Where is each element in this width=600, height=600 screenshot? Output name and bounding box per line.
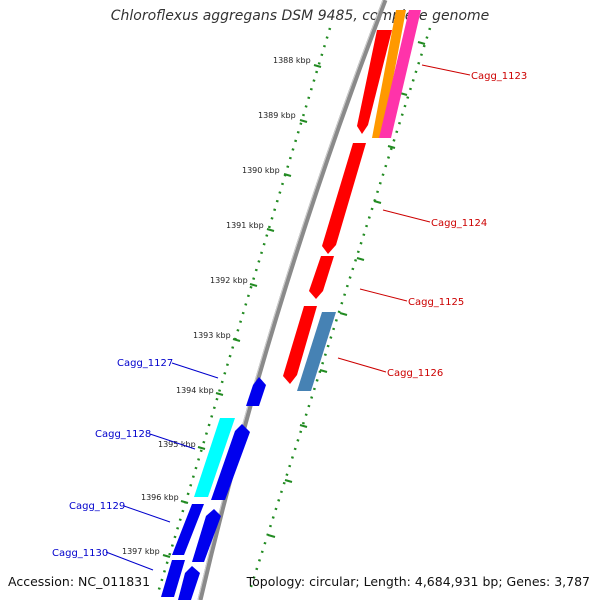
gene-cagg-1127-arrow[interactable] [246, 377, 266, 406]
tick-label-1392: 1392 kbp [210, 276, 248, 285]
right-major-ticks [267, 41, 426, 538]
tick-label-1397: 1397 kbp [122, 547, 160, 556]
left-label-leaders [105, 362, 219, 571]
gene-cagg-1128-arrow[interactable] [211, 424, 250, 500]
genome-backbone [197, 0, 388, 600]
gene-label-cagg-1126[interactable]: Cagg_1126 [387, 368, 443, 379]
gene-label-cagg-1130[interactable]: Cagg_1130 [52, 548, 108, 559]
gene-cagg-1123-arrow[interactable] [357, 30, 392, 134]
gene-cagg-1129-arrow[interactable] [172, 504, 204, 555]
gene-label-cagg-1124[interactable]: Cagg_1124 [431, 218, 487, 229]
tick-label-1389: 1389 kbp [258, 111, 296, 120]
tick-label-1396: 1396 kbp [141, 493, 179, 502]
gene-cagg-1123-magenta-feature[interactable] [379, 10, 421, 138]
gene-cagg-1129b-arrow[interactable] [192, 509, 221, 562]
tick-label-1393: 1393 kbp [193, 331, 231, 340]
gene-label-cagg-1128[interactable]: Cagg_1128 [95, 429, 151, 440]
tick-label-1394: 1394 kbp [176, 386, 214, 395]
gene-cagg-1126-arrow[interactable] [283, 306, 317, 384]
topology-text: Topology: circular; Length: 4,684,931 bp… [246, 574, 590, 589]
gene-cagg-1124-arrow[interactable] [322, 143, 366, 254]
tick-label-1388: 1388 kbp [273, 56, 311, 65]
gene-cagg-1125-arrow[interactable] [309, 256, 334, 299]
gene-cagg-1130-arrow[interactable] [161, 560, 185, 597]
accession-text: Accession: NC_011831 [8, 574, 151, 589]
tick-label-1391: 1391 kbp [226, 221, 264, 230]
gene-cagg-1128-cyan-feature[interactable] [194, 418, 235, 497]
gene-label-cagg-1123[interactable]: Cagg_1123 [471, 71, 527, 82]
left-major-ticks [162, 64, 322, 558]
gene-label-cagg-1127[interactable]: Cagg_1127 [117, 358, 173, 369]
genome-backbone-highlight [197, 0, 384, 600]
gene-cagg-1130b-arrow[interactable] [178, 566, 200, 600]
gene-cagg-1126-steel-feature[interactable] [297, 312, 336, 391]
tick-label-1395: 1395 kbp [158, 440, 196, 449]
gene-label-cagg-1125[interactable]: Cagg_1125 [408, 297, 464, 308]
gene-label-cagg-1129[interactable]: Cagg_1129 [69, 501, 125, 512]
tick-label-1390: 1390 kbp [242, 166, 280, 175]
gene-cagg-1123-orange-feature[interactable] [372, 10, 406, 138]
right-label-leaders [337, 64, 471, 373]
